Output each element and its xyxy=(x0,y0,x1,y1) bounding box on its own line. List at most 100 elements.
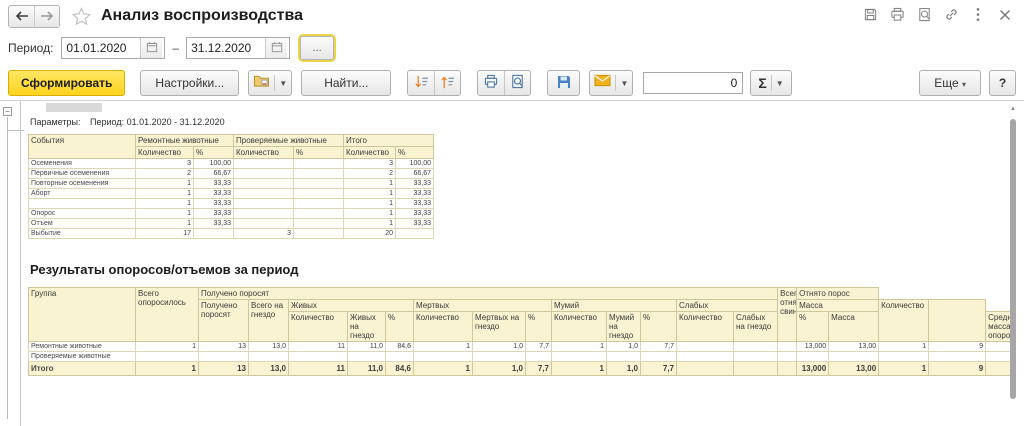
cell xyxy=(292,208,345,219)
sort-ascending-button[interactable] xyxy=(434,71,461,95)
dead-group-header: Мертвых xyxy=(413,299,552,312)
results-table-row[interactable]: Проверяемые животные xyxy=(28,351,1010,362)
cell: 3 xyxy=(343,158,397,169)
total-weaned-header: Всего отнято свинок xyxy=(777,287,798,342)
chevron-down-icon: ▼ xyxy=(770,75,784,91)
cell: 1 xyxy=(343,178,397,189)
sort-descending-button[interactable] xyxy=(408,71,435,95)
period-variants-button[interactable]: ... xyxy=(300,36,335,60)
sum-button[interactable]: Σ ▼ xyxy=(750,70,792,96)
sort-descending-icon xyxy=(414,75,429,92)
cell xyxy=(292,178,345,189)
cell xyxy=(732,361,779,376)
report-parameters: Параметры: Период: 01.01.2020 - 31.12.20… xyxy=(30,117,225,127)
link-window-button[interactable] xyxy=(942,7,960,25)
find-button[interactable]: Найти... xyxy=(301,70,392,96)
send-mail-button[interactable]: ▼ xyxy=(589,70,634,96)
period-from-calendar-button[interactable] xyxy=(140,38,163,58)
selected-cell-highlight xyxy=(46,103,102,112)
events-table-row[interactable]: Первичные осеменения 2 66,67 2 66,67 xyxy=(28,168,435,179)
cell: 13,00 xyxy=(828,341,880,352)
scroll-up-arrow[interactable]: ▲ xyxy=(1010,106,1016,112)
save-result-button[interactable] xyxy=(547,70,581,96)
cell xyxy=(828,351,880,362)
cell: 1 xyxy=(878,361,930,376)
parameters-label: Параметры: xyxy=(30,117,81,127)
results-table: Группа Всего опоросилось Получено порося… xyxy=(28,287,1010,376)
cell: 7,7 xyxy=(525,361,552,376)
cell xyxy=(288,351,348,362)
forward-button[interactable] xyxy=(34,5,59,27)
cell xyxy=(292,198,345,209)
cell xyxy=(525,351,552,362)
period-to-calendar-button[interactable] xyxy=(265,38,288,58)
sigma-icon: Σ xyxy=(758,75,767,91)
cell: 84,6 xyxy=(385,341,414,352)
settings-button[interactable]: Настройки... xyxy=(140,70,240,96)
cell xyxy=(292,158,345,169)
cell: 20 xyxy=(343,228,397,239)
cell xyxy=(413,351,473,362)
events-table-row[interactable]: Выбытие 17 3 20 xyxy=(28,228,435,239)
events-table-row[interactable]: 1 33,33 1 33,33 xyxy=(28,198,435,209)
close-window-button[interactable] xyxy=(996,7,1014,25)
cell: 33,33 xyxy=(395,208,435,219)
cell: 1 xyxy=(135,341,199,352)
collapse-group-button[interactable]: − xyxy=(3,107,12,116)
back-button[interactable] xyxy=(9,5,34,27)
autosum-field[interactable] xyxy=(643,72,744,94)
cell: 11 xyxy=(288,361,348,376)
chevron-down-icon: ▼ xyxy=(615,75,628,91)
chevron-down-icon: ▼ xyxy=(274,75,287,91)
preview-icon xyxy=(510,74,525,92)
events-table-row[interactable]: Отъем 1 33,33 1 33,33 xyxy=(28,218,435,229)
mummy-group-header: Мумий xyxy=(551,299,677,312)
cell xyxy=(292,188,345,199)
scrollbar-thumb[interactable] xyxy=(1010,119,1016,399)
results-total-row[interactable]: Итого 1 13 13,0 11 11,0 84,6 1 1,0 7,7 1… xyxy=(28,361,1010,376)
preview-window-button[interactable] xyxy=(915,7,933,25)
report-variants-button[interactable]: ▼ xyxy=(248,70,293,96)
total-label: Итого xyxy=(28,361,136,376)
cell: 7,7 xyxy=(640,341,677,352)
print-preview-button[interactable] xyxy=(504,71,531,95)
cell: 13,000 xyxy=(796,341,830,352)
cell xyxy=(732,351,779,362)
preview-icon xyxy=(917,7,932,25)
period-from-input[interactable] xyxy=(62,41,141,55)
help-button[interactable]: ? xyxy=(989,70,1016,96)
cell: 9 xyxy=(928,341,987,352)
total-farrowed-header: Всего опоросилось xyxy=(135,287,199,342)
row-label: Выбытие xyxy=(28,228,136,239)
save-window-button[interactable] xyxy=(861,7,879,25)
pct-header: % xyxy=(525,311,552,342)
results-table-row[interactable]: Ремонтные животные 1 13 13,0 11 11,0 84,… xyxy=(28,341,1010,352)
period-to-input[interactable] xyxy=(187,41,266,55)
cell: 1 xyxy=(413,341,473,352)
cell xyxy=(551,351,607,362)
period-row: Период: – ... xyxy=(0,34,1024,62)
cell xyxy=(292,228,345,239)
vertical-scrollbar[interactable]: ▲ xyxy=(1009,103,1017,426)
events-table-row[interactable]: Аборт 1 33,33 1 33,33 xyxy=(28,188,435,199)
mummy-per-nest-header: Мумий на гнездо xyxy=(606,311,641,342)
sort-ascending-icon xyxy=(440,75,455,92)
cell: 13,0 xyxy=(248,341,289,352)
cell: 13,000 xyxy=(796,361,830,376)
group-header-total: Итого xyxy=(343,134,435,147)
events-table-row[interactable]: Опорос 1 33,33 1 33,33 xyxy=(28,208,435,219)
print-button[interactable] xyxy=(478,71,505,95)
more-window-button[interactable] xyxy=(969,7,987,25)
generate-button[interactable]: Сформировать xyxy=(8,70,126,96)
avg-mass-header: Средняя масса опороса xyxy=(985,311,1010,342)
favorite-star-icon[interactable] xyxy=(72,7,91,25)
more-actions-button[interactable]: Еще ▾ xyxy=(919,70,981,96)
cell: 3 xyxy=(135,158,194,169)
row-label: Осеменения xyxy=(28,158,136,169)
cell: 33,33 xyxy=(193,208,234,219)
events-table-row[interactable]: Осеменения 3 100,00 3 100,00 xyxy=(28,158,435,169)
cell xyxy=(985,351,1010,362)
print-window-button[interactable] xyxy=(888,7,906,25)
row-label xyxy=(28,198,136,209)
events-table-row[interactable]: Повторные осеменения 1 33,33 1 33,33 xyxy=(28,178,435,189)
